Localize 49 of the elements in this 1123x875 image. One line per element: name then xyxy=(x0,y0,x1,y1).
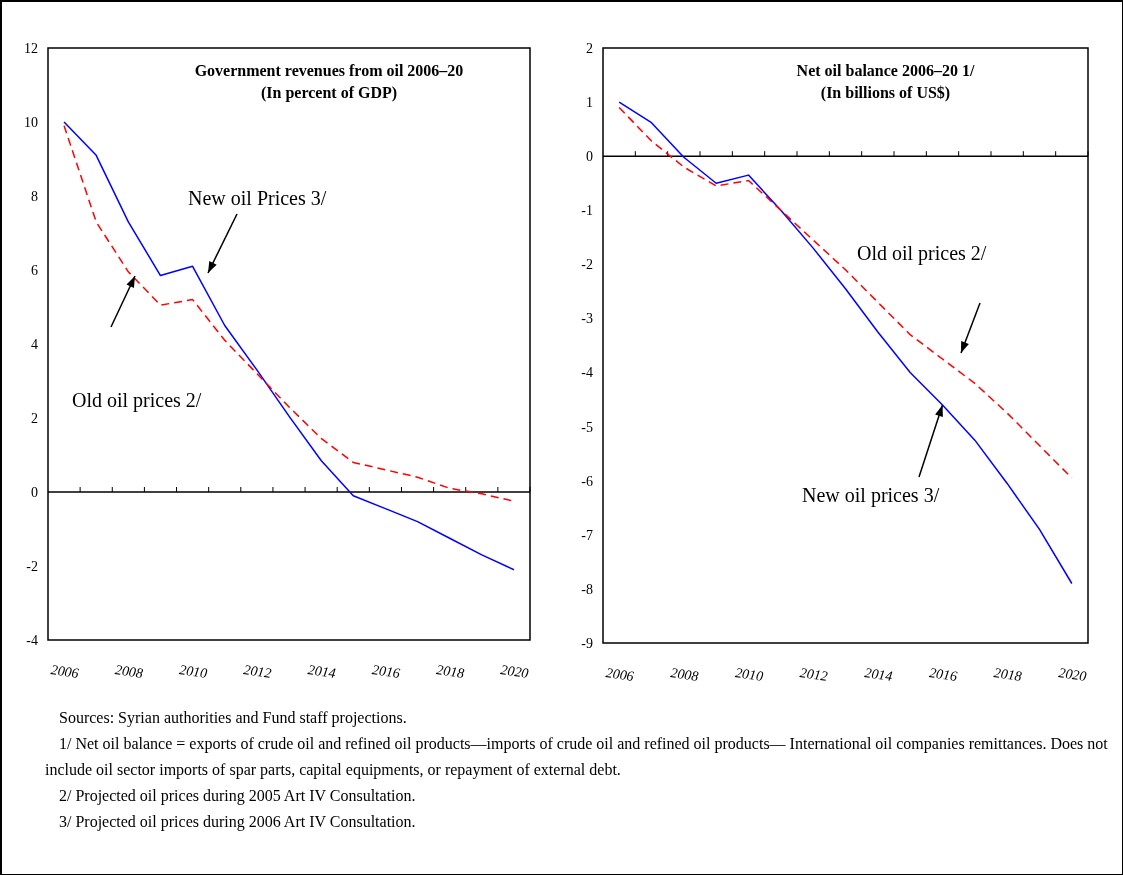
x-tick-label: 2014 xyxy=(863,665,894,684)
y-tick-label: -4 xyxy=(26,632,38,648)
x-tick-label: 2016 xyxy=(371,662,401,681)
text: Net oil balance 2006–20 1/ (In billions of US$) xyxy=(796,62,975,102)
x-tick-label: 2018 xyxy=(435,662,466,681)
x-tick-label: 2006 xyxy=(49,662,80,681)
annotation: Old oil prices 2/ xyxy=(72,389,202,412)
line-series xyxy=(618,101,1073,585)
y-tick-label: -6 xyxy=(581,473,593,489)
x-tick-label: 2012 xyxy=(798,665,829,684)
x-tick-label: 2020 xyxy=(499,662,530,681)
y-tick-label: 6 xyxy=(31,262,38,278)
y-tick-label: 0 xyxy=(31,484,38,500)
y-tick-label: 0 xyxy=(586,149,593,165)
x-tick-label: 2020 xyxy=(1057,665,1088,684)
annotation: New oil Prices 3/ xyxy=(188,187,327,209)
y-tick-label: 10 xyxy=(24,114,38,130)
y-tick-label: -5 xyxy=(581,419,593,435)
y-tick-label: -8 xyxy=(581,581,593,597)
text: Government revenues from oil 2006–20 (In percent of GDP) xyxy=(194,62,464,102)
line-series xyxy=(63,121,515,571)
text: 2/ Projected oil prices during 2005 Art IV Consultation. xyxy=(58,786,417,807)
y-tick-label: 2 xyxy=(586,40,593,56)
x-tick-label: 2016 xyxy=(928,665,959,684)
y-tick-label: -2 xyxy=(581,257,593,273)
x-tick-label: 2008 xyxy=(114,662,144,681)
x-tick-label: 2010 xyxy=(734,665,765,684)
y-tick-label: -9 xyxy=(581,635,593,651)
y-tick-label: 1 xyxy=(586,94,593,110)
y-tick-label: 2 xyxy=(31,410,38,426)
y-tick-label: 4 xyxy=(31,336,38,352)
x-tick-label: 2008 xyxy=(669,665,700,684)
y-tick-label: -2 xyxy=(26,558,38,574)
text: 3/ Projected oil prices during 2006 Art IV Consultation. xyxy=(58,812,417,833)
y-tick-label: -7 xyxy=(581,527,593,543)
y-tick-label: -4 xyxy=(581,365,593,381)
y-tick-label: -1 xyxy=(581,203,593,219)
x-tick-label: 2012 xyxy=(242,662,273,681)
y-tick-label: 8 xyxy=(31,188,38,204)
y-tick-label: 12 xyxy=(24,40,38,56)
x-tick-label: 2018 xyxy=(992,665,1023,684)
annotation: Old oil prices 2/ xyxy=(857,242,987,265)
y-tick-label: -3 xyxy=(581,311,593,327)
source-note: Sources: Syrian authorities and Fund staff projections. xyxy=(58,708,408,729)
x-tick-label: 2010 xyxy=(178,662,209,681)
x-tick-label: 2014 xyxy=(306,662,337,681)
x-tick-label: 2006 xyxy=(604,665,635,684)
text: 1/ Net oil balance = exports of crude oil and refined oil products—imports of crude oil and refined oil products— International oil companies remittances. Does not include oil sector imports of spar parts, capital equipments, or repayment of external debt. xyxy=(45,734,1109,781)
annotation: New oil prices 3/ xyxy=(802,484,940,507)
